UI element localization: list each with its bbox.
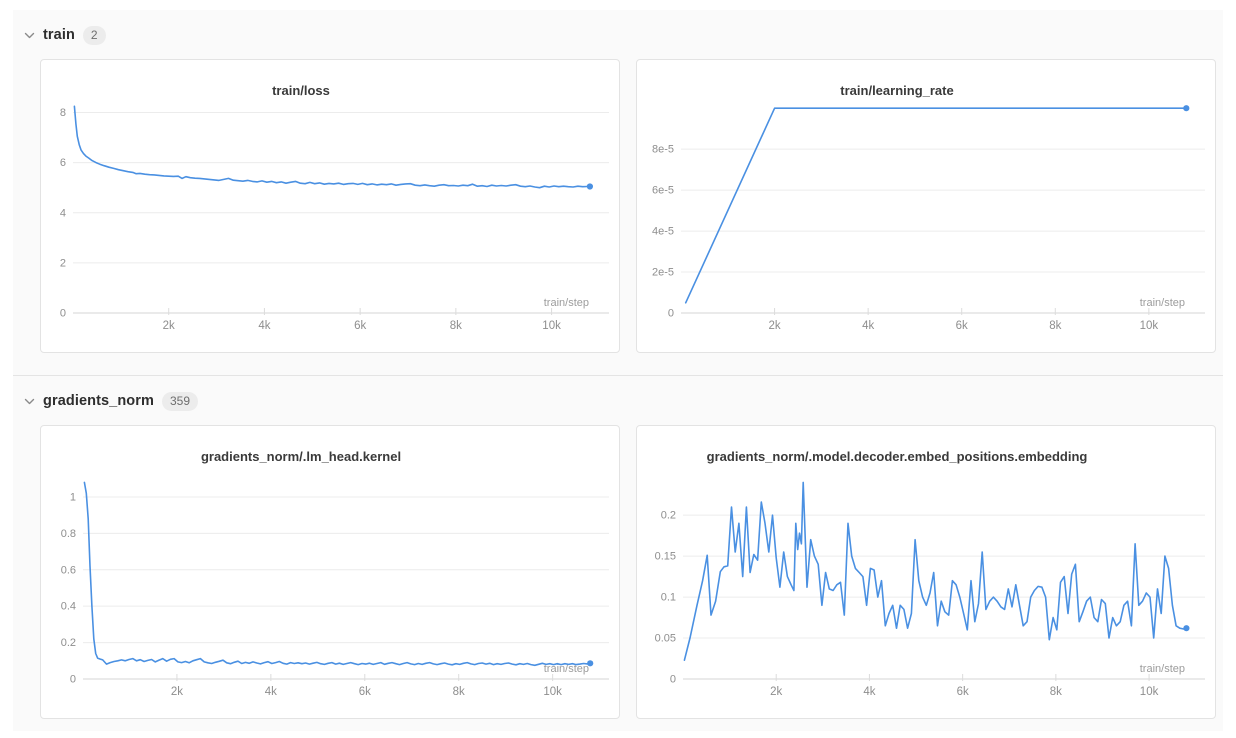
chart-panel[interactable]: gradients_norm/.lm_head.kernel 0 0.2 0.4 0.6… bbox=[40, 425, 620, 719]
series-end-dot bbox=[1183, 625, 1190, 632]
x-tick-label: 4k bbox=[265, 686, 277, 698]
chart-panel[interactable]: gradients_norm/.model.decoder.embed_posi… bbox=[636, 425, 1216, 719]
series-end-dot bbox=[586, 183, 594, 190]
section-count-badge: 359 bbox=[161, 391, 199, 411]
x-axis-label: train/step bbox=[1140, 663, 1185, 675]
x-tick-label: 10k bbox=[1140, 320, 1159, 332]
y-tick-label: 0.1 bbox=[661, 592, 676, 604]
chevron-down-icon[interactable] bbox=[24, 32, 35, 39]
chart-canvas: 0 2 4 6 8 2k 4k 6k 8k 10k train/step bbox=[60, 105, 609, 332]
section-label: gradients_norm bbox=[43, 393, 154, 409]
chart-canvas: 0 0.05 0.1 0.15 0.2 2k 4k 6k 8k 10k train/step bbox=[655, 481, 1205, 698]
y-tick-label: 4e-5 bbox=[652, 226, 674, 238]
charts-row: gradients_norm/.lm_head.kernel 0 0.2 0.4 0.6… bbox=[13, 425, 1223, 719]
y-tick-label: 8 bbox=[60, 107, 66, 119]
y-tick-label: 4 bbox=[60, 207, 66, 219]
x-tick-label: 2k bbox=[171, 686, 183, 698]
x-tick-label: 6k bbox=[354, 320, 366, 332]
chart-title: train/learning_rate bbox=[840, 83, 954, 98]
y-tick-label: 0.2 bbox=[61, 637, 76, 649]
y-tick-label: 0.8 bbox=[61, 528, 76, 540]
y-tick-label: 0 bbox=[668, 308, 674, 320]
section-label: train bbox=[43, 27, 75, 43]
y-tick-label: 0.2 bbox=[661, 510, 676, 522]
section-train: train 2 train/loss 0 2 4 6 8 2k 4k 6k 8k 10k train/… bbox=[13, 10, 1223, 375]
x-axis-label: train/step bbox=[544, 297, 589, 309]
section-gradients-norm: gradients_norm 359 gradients_norm/.lm_he… bbox=[13, 375, 1223, 731]
chart-title: gradients_norm/.model.decoder.embed_posi… bbox=[706, 449, 1088, 464]
x-tick-label: 4k bbox=[863, 686, 875, 698]
section-header-train[interactable]: train 2 bbox=[13, 10, 1223, 59]
series-line bbox=[684, 107, 1188, 304]
y-tick-label: 0.05 bbox=[655, 633, 676, 645]
x-tick-label: 6k bbox=[957, 686, 969, 698]
y-tick-label: 0.15 bbox=[655, 551, 676, 563]
x-axis-label: train/step bbox=[544, 663, 589, 675]
x-tick-label: 2k bbox=[770, 686, 782, 698]
x-tick-label: 4k bbox=[258, 320, 270, 332]
y-tick-label: 0.4 bbox=[61, 601, 76, 613]
x-tick-label: 2k bbox=[163, 320, 175, 332]
chart-panel[interactable]: train/learning_rate 0 2e-5 4e-5 6e-5 8e-5 2k 4k… bbox=[636, 59, 1216, 353]
chart-panel[interactable]: train/loss 0 2 4 6 8 2k 4k 6k 8k 10k train/step bbox=[40, 59, 620, 353]
x-tick-label: 10k bbox=[543, 686, 562, 698]
charts-row: train/loss 0 2 4 6 8 2k 4k 6k 8k 10k train/step trai… bbox=[13, 59, 1223, 353]
x-tick-label: 6k bbox=[956, 320, 968, 332]
y-tick-label: 8e-5 bbox=[652, 144, 674, 156]
chevron-down-icon[interactable] bbox=[24, 398, 35, 405]
y-tick-label: 1 bbox=[70, 491, 76, 503]
x-tick-label: 10k bbox=[542, 320, 561, 332]
y-tick-label: 0 bbox=[60, 308, 66, 320]
x-tick-label: 8k bbox=[1050, 686, 1062, 698]
series-end-dot bbox=[587, 660, 594, 667]
x-tick-label: 8k bbox=[450, 320, 462, 332]
x-tick-label: 4k bbox=[862, 320, 874, 332]
chart-canvas: 0 0.2 0.4 0.6 0.8 1 2k 4k 6k 8k 10k train/step bbox=[61, 481, 609, 698]
y-tick-label: 0 bbox=[670, 674, 676, 686]
x-tick-label: 2k bbox=[768, 320, 780, 332]
series-end-dot bbox=[1183, 105, 1190, 112]
x-tick-label: 8k bbox=[453, 686, 465, 698]
series-line bbox=[83, 481, 592, 667]
series-line bbox=[73, 105, 591, 189]
section-count-badge: 2 bbox=[82, 25, 106, 45]
chart-title: train/loss bbox=[272, 83, 330, 98]
x-axis-label: train/step bbox=[1140, 297, 1185, 309]
y-tick-label: 0.6 bbox=[61, 564, 76, 576]
y-tick-label: 0 bbox=[70, 674, 76, 686]
y-tick-label: 2e-5 bbox=[652, 267, 674, 279]
y-tick-label: 6e-5 bbox=[652, 185, 674, 197]
x-tick-label: 8k bbox=[1049, 320, 1061, 332]
x-tick-label: 10k bbox=[1140, 686, 1159, 698]
y-tick-label: 2 bbox=[60, 257, 66, 269]
series-line bbox=[683, 481, 1188, 661]
x-tick-label: 6k bbox=[359, 686, 371, 698]
section-header-gradients-norm[interactable]: gradients_norm 359 bbox=[13, 376, 1223, 425]
y-tick-label: 6 bbox=[60, 157, 66, 169]
chart-canvas: 0 2e-5 4e-5 6e-5 8e-5 2k 4k 6k 8k 10k train/step bbox=[652, 105, 1205, 332]
dashboard-panel-grid: train 2 train/loss 0 2 4 6 8 2k 4k 6k 8k 10k train/… bbox=[13, 10, 1223, 731]
chart-title: gradients_norm/.lm_head.kernel bbox=[200, 449, 402, 464]
